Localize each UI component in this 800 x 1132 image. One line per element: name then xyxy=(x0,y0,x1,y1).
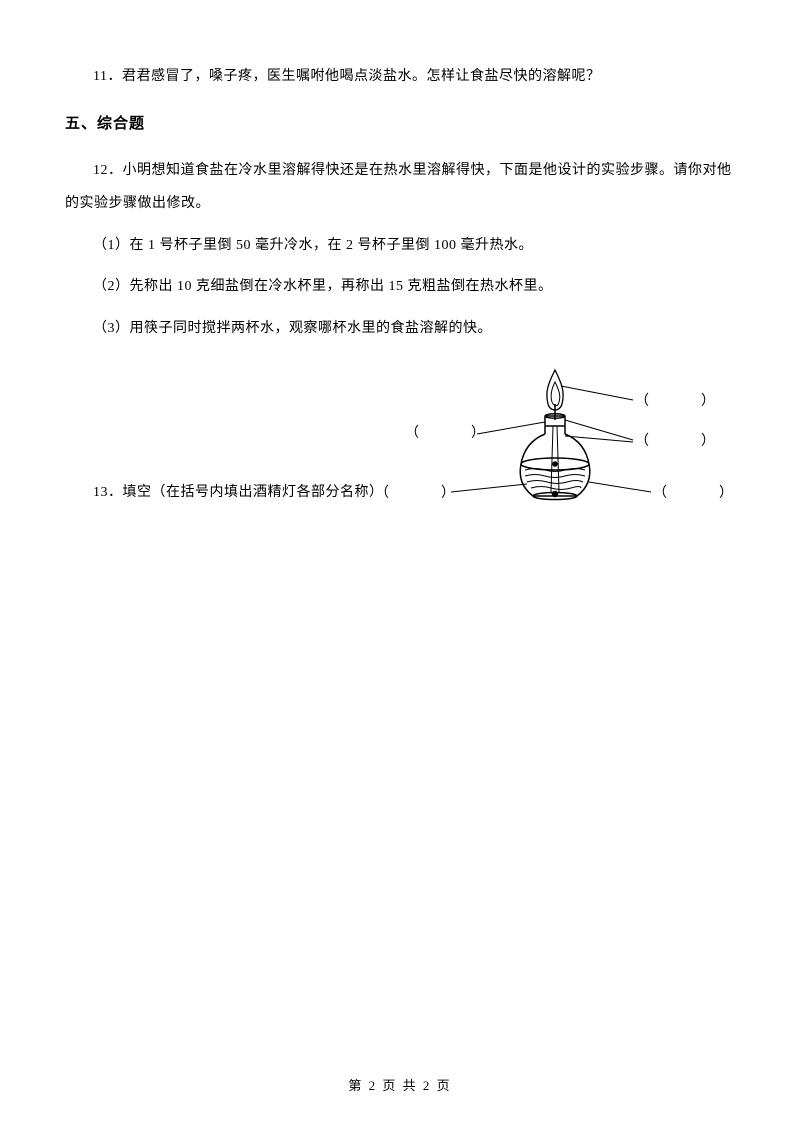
question-11: 11．君君感冒了，嗓子疼，医生嘱咐他喝点淡盐水。怎样让食盐尽快的溶解呢？ xyxy=(65,60,735,94)
question-12-step-3: （3）用筷子同时搅拌两杯水，观察哪杯水里的食盐溶解的快。 xyxy=(65,312,735,346)
blank-right-2[interactable]: （ ） xyxy=(635,430,723,450)
blank-left-2[interactable]: （ ） xyxy=(375,482,463,502)
blank-left-1[interactable]: （ ） xyxy=(405,422,493,442)
question-12-step-1: （1）在 1 号杯子里倒 50 毫升冷水，在 2 号杯子里倒 100 毫升热水。 xyxy=(65,229,735,263)
question-12-intro: 12．小明想知道食盐在冷水里溶解得快还是在热水里溶解得快，下面是他设计的实验步骤… xyxy=(65,154,735,221)
section-5-title: 五、综合题 xyxy=(65,106,735,142)
question-13-row: 13．填空（在括号内填出酒精灯各部分名称） xyxy=(65,364,735,514)
blank-right-3[interactable]: （ ） xyxy=(653,482,741,502)
alcohol-lamp-diagram: （ ） （ ） （ ） （ ） （ ） xyxy=(385,364,725,514)
blank-right-1[interactable]: （ ） xyxy=(635,390,723,410)
question-12-step-2: （2）先称出 10 克细盐倒在冷水杯里，再称出 15 克粗盐倒在热水杯里。 xyxy=(65,270,735,304)
question-13-text: 13．填空（在括号内填出酒精灯各部分名称） xyxy=(65,476,385,514)
page-footer: 第 2 页 共 2 页 xyxy=(0,1075,800,1094)
